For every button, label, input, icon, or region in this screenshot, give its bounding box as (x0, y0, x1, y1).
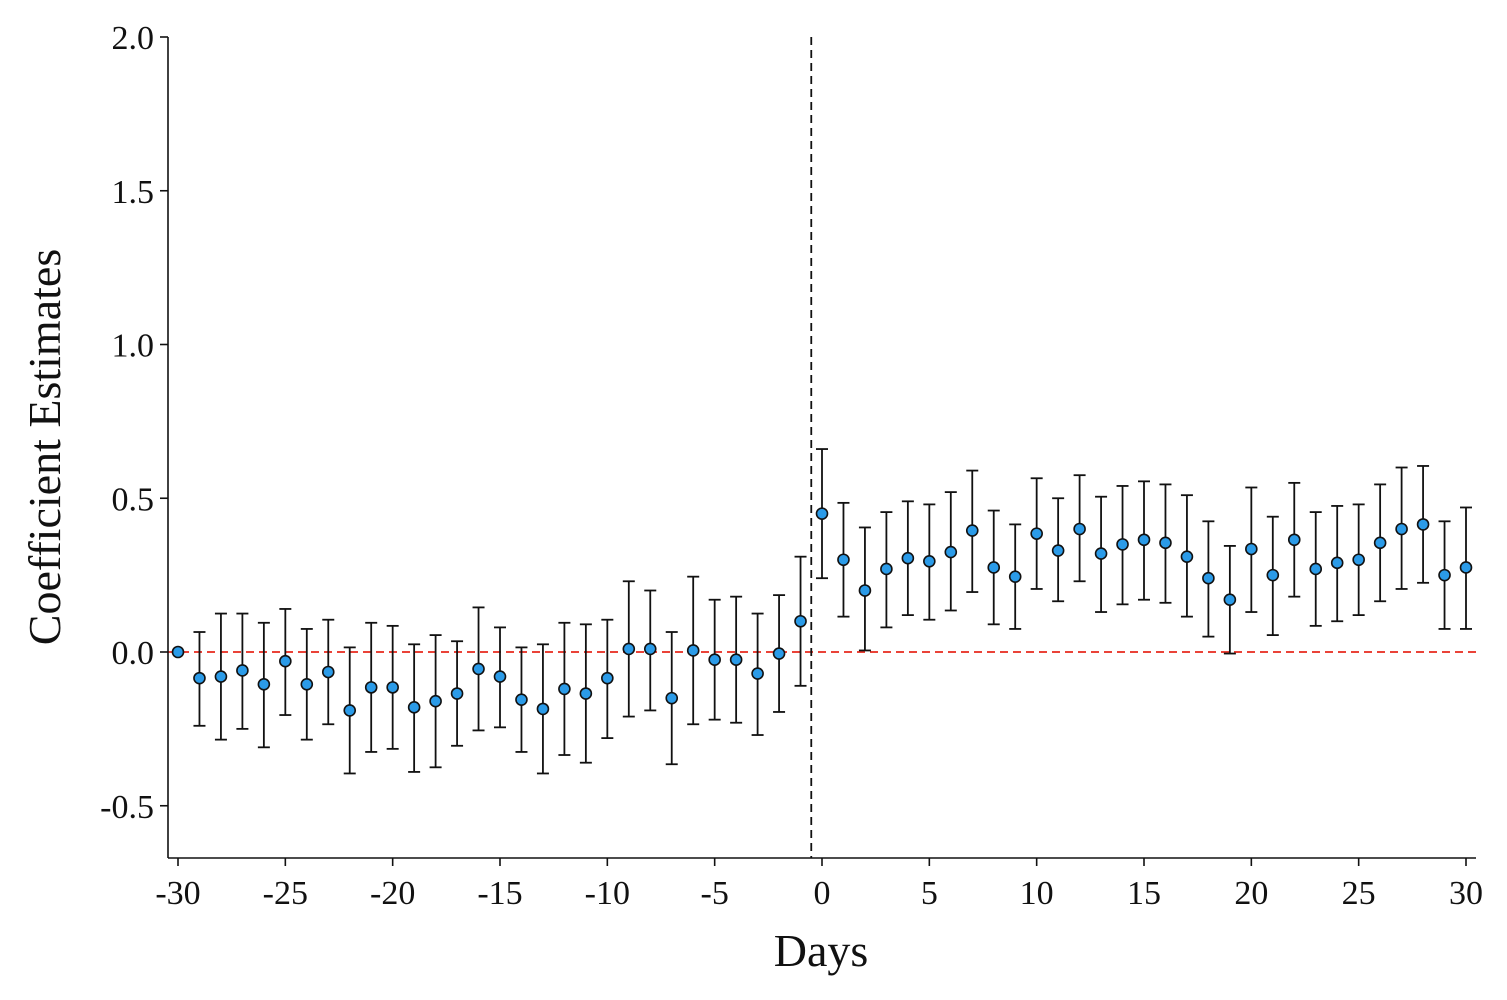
data-point (1159, 536, 1172, 550)
data-point (1051, 544, 1065, 557)
x-tick-label: 0 (814, 875, 831, 912)
data-point (1202, 571, 1215, 585)
data-point (1223, 593, 1237, 607)
x-tick-label: 15 (1127, 875, 1161, 912)
y-tick-label: 2.0 (112, 20, 155, 57)
data-point (364, 681, 378, 694)
x-tick-label: -5 (701, 875, 729, 912)
data-point (686, 644, 700, 657)
x-tick-label: 20 (1234, 875, 1268, 912)
data-point (729, 653, 743, 666)
data-point (1266, 568, 1280, 582)
data-point (837, 553, 850, 567)
data-point (1180, 550, 1194, 563)
y-tick-label: 1.0 (112, 328, 155, 365)
data-point (343, 704, 357, 717)
x-tick-label: -25 (263, 875, 308, 912)
data-point (1309, 562, 1323, 576)
y-ticks: -0.5 0.0 0.5 1.0 1.5 2.0 (100, 20, 168, 826)
data-point (214, 670, 228, 683)
x-tick-label: 25 (1342, 875, 1376, 912)
data-point (880, 562, 893, 576)
x-tick-label: -20 (370, 875, 415, 912)
error-bars (193, 448, 1472, 775)
data-point (236, 664, 249, 677)
data-point (794, 614, 807, 628)
data-point (1116, 538, 1129, 551)
y-tick-label: 0.0 (112, 635, 155, 672)
data-point (815, 507, 829, 520)
data-point (1373, 536, 1387, 550)
data-point (1094, 547, 1108, 560)
x-axis-title: Days (774, 925, 869, 976)
data-point (1438, 568, 1451, 582)
data-point (1330, 556, 1344, 570)
data-point (944, 545, 958, 559)
data-point (1287, 533, 1301, 547)
y-tick-label: 0.5 (112, 481, 155, 518)
data-point (643, 642, 657, 656)
data-point (450, 687, 464, 700)
data-point (1352, 553, 1365, 567)
data-point (558, 682, 571, 696)
x-tick-label: -30 (155, 875, 200, 912)
data-point (407, 701, 421, 714)
data-point (579, 687, 593, 700)
x-tick-label: -10 (585, 875, 630, 912)
data-point (536, 702, 550, 716)
data-point (193, 671, 206, 685)
data-point (1395, 522, 1408, 536)
data-point (472, 662, 485, 676)
x-tick-label: 10 (1020, 875, 1054, 912)
data-point (622, 642, 636, 656)
data-point (279, 654, 292, 668)
data-point (1416, 518, 1430, 531)
data-point (1137, 533, 1151, 547)
data-point (923, 554, 936, 568)
data-point (858, 584, 872, 597)
y-tick-label: 1.5 (112, 174, 155, 211)
data-point (601, 671, 614, 685)
data-point (257, 677, 271, 691)
data-point (1073, 522, 1086, 536)
data-point (665, 691, 679, 705)
data-point (493, 670, 507, 683)
reference-lines (168, 37, 1476, 858)
data-point (1008, 570, 1022, 583)
x-tick-label: -15 (477, 875, 522, 912)
data-point (1030, 527, 1043, 540)
x-tick-label: 5 (921, 875, 938, 912)
y-tick-label: -0.5 (100, 789, 154, 826)
data-point (321, 665, 335, 679)
x-ticks: -30 -25 -20 -15 -10 -5 0 5 10 15 20 25 30 (155, 858, 1483, 912)
data-point (901, 551, 915, 565)
data-point (1459, 561, 1473, 574)
x-tick-label: 30 (1449, 875, 1483, 912)
axes (167, 37, 1476, 859)
data-point (429, 694, 442, 708)
y-axis-title: Coefficient Estimates (19, 249, 70, 645)
data-point (1245, 542, 1258, 556)
data-point (171, 645, 185, 659)
data-point (965, 524, 979, 537)
data-point (300, 677, 314, 691)
data-point (987, 561, 1001, 574)
data-point (772, 647, 786, 660)
data-point (751, 667, 764, 680)
data-points (171, 507, 1473, 717)
data-point (708, 653, 721, 666)
data-point (386, 681, 399, 694)
data-point (515, 693, 528, 706)
